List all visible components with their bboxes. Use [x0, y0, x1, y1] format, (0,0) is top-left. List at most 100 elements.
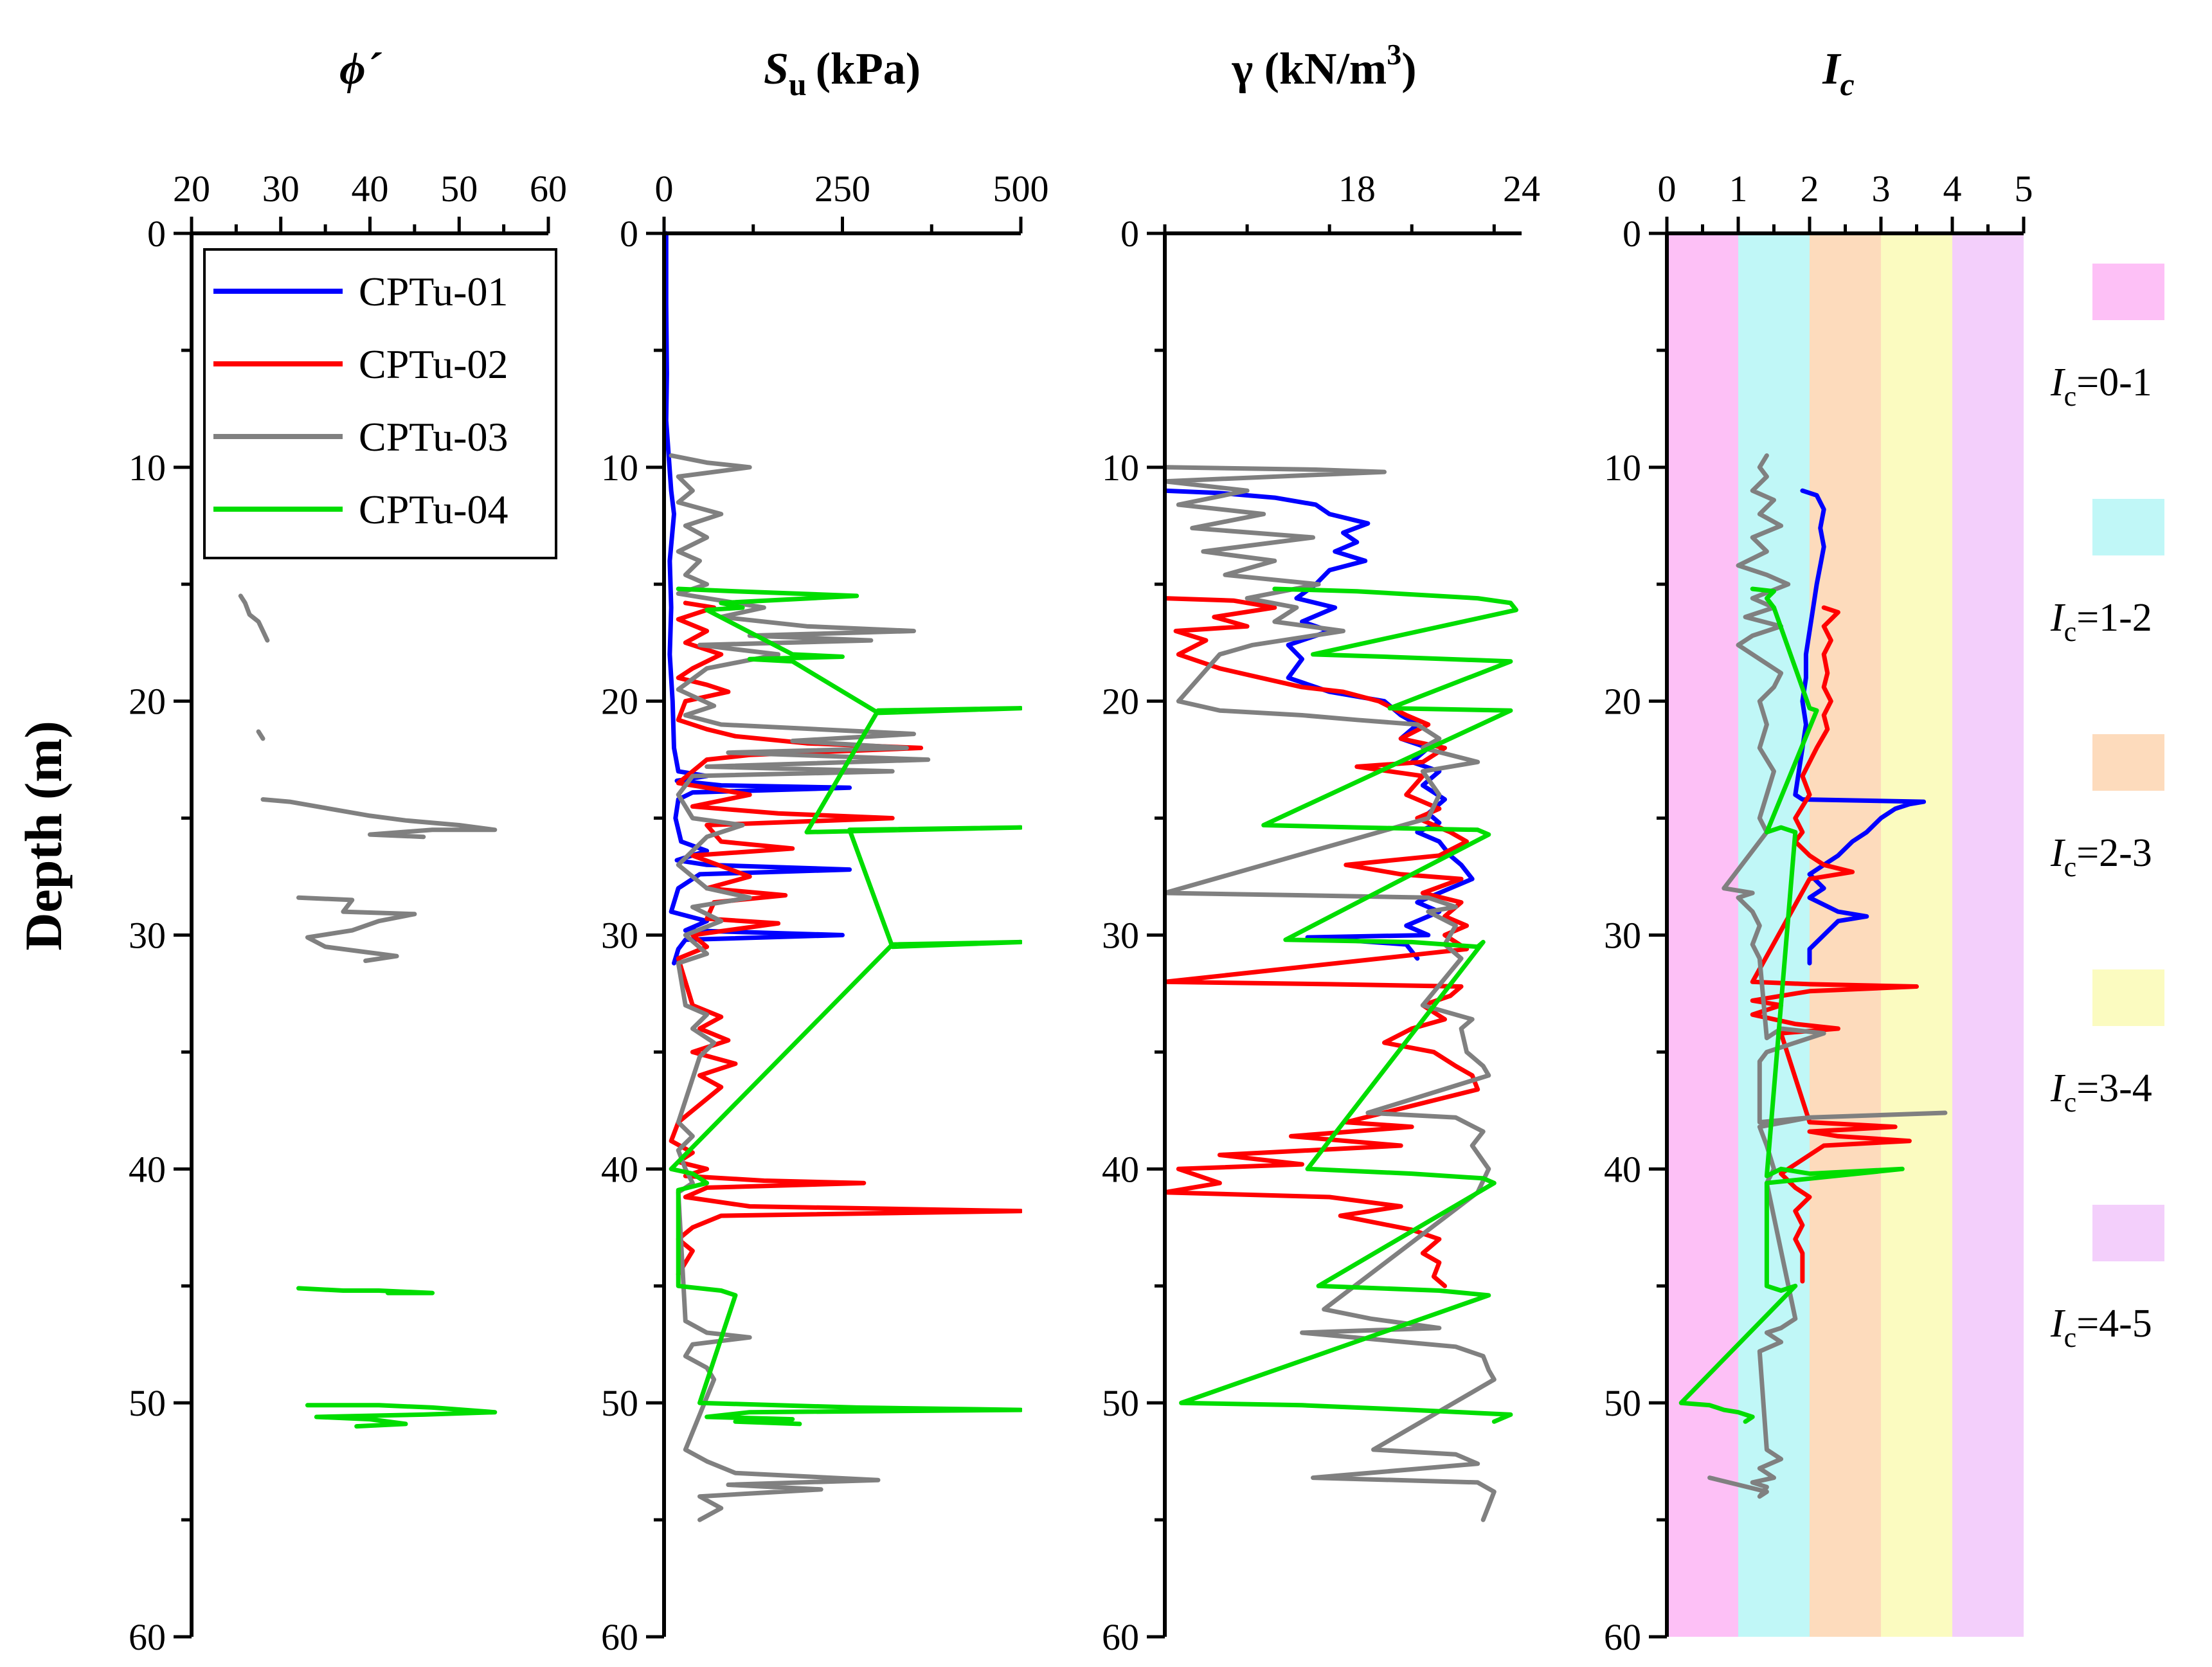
y-tick-label: 0	[1623, 213, 1641, 255]
y-tick-label: 10	[129, 447, 166, 489]
phi-panel-title: ϕ´	[339, 44, 382, 94]
ic-panel-title: Ic	[1822, 44, 1854, 102]
x-tick-label: 0	[1658, 168, 1677, 210]
y-tick-label: 40	[129, 1148, 166, 1190]
series-line-5	[296, 895, 417, 963]
zone-legend-label: Ic=0-1	[2050, 361, 2152, 412]
series-line-4	[1179, 586, 1518, 1424]
x-tick-label: 4	[1943, 168, 1962, 210]
legend: CPTu-01 CPTu-02 CPTu-03 CPTu-04	[203, 248, 557, 559]
gamma-series	[1165, 465, 1518, 1522]
phi-series	[232, 465, 498, 1429]
series-line-2	[1750, 605, 1919, 1284]
x-tick-label: 50	[440, 168, 478, 210]
y-tick-label: 40	[601, 1148, 638, 1190]
gamma-ticks: 0 10 20 30 40 50 60 18 24	[1102, 168, 1540, 1658]
ic-title-sub: c	[1840, 66, 1855, 102]
y-tick-label: 40	[1604, 1148, 1641, 1190]
y-tick-label: 10	[1604, 447, 1641, 489]
y-tick-label: 0	[147, 213, 166, 255]
legend-label: CPTu-02	[359, 341, 508, 387]
su-title-sub: u	[789, 66, 807, 102]
legend-label: CPTu-03	[359, 414, 508, 460]
series-line-4	[260, 797, 498, 840]
gamma-title-sup: 3	[1387, 38, 1401, 71]
series-line-1	[1165, 488, 1475, 961]
ic-panel: Ic 0 10 20 30 40 50 60 0 1 2 3 4 5 Ic=0-1 Ic=1-2 Ic=2-…	[1604, 44, 2164, 1658]
gamma-panel: γ (kN/m3) 0 10 20 30 40 50 60 18 24	[1102, 38, 1540, 1658]
x-tick-label: 0	[655, 168, 674, 210]
series-line-3	[256, 729, 265, 741]
series-line-7	[305, 1403, 498, 1429]
zone-legend-swatch	[2092, 734, 2164, 791]
y-tick-label: 30	[601, 915, 638, 957]
y-tick-label: 50	[1102, 1382, 1139, 1424]
x-tick-label: 3	[1872, 168, 1891, 210]
series-line-3	[1165, 465, 1497, 1522]
gamma-axes	[1163, 231, 1522, 1637]
series-line-3	[1707, 453, 1948, 1499]
y-tick-label: 40	[1102, 1148, 1139, 1190]
x-tick-label: 2	[1801, 168, 1819, 210]
gamma-panel-title: γ (kN/m3)	[1231, 38, 1416, 94]
x-tick-label: 5	[2015, 168, 2033, 210]
zone-legend-swatch	[2092, 969, 2164, 1026]
su-title-unit: (kPa)	[816, 44, 921, 94]
y-tick-label: 50	[129, 1382, 166, 1424]
series-line-3	[669, 453, 931, 1522]
ic-zone-4	[1881, 233, 1952, 1637]
y-tick-label: 10	[601, 447, 638, 489]
zone-legend-swatch	[2092, 264, 2164, 320]
y-tick-label: 20	[129, 681, 166, 723]
su-ticks: 0 10 20 30 40 50 60 0 250 500	[601, 168, 1049, 1658]
y-tick-label: 20	[601, 681, 638, 723]
series-line-4	[1678, 586, 1905, 1424]
x-tick-label: 60	[530, 168, 567, 210]
zone-legend-label: Ic=1-2	[2050, 596, 2152, 647]
gamma-title-base: γ (kN/m	[1231, 44, 1387, 94]
zone-legend-label: Ic=2-3	[2050, 831, 2152, 883]
x-tick-label: 24	[1503, 168, 1540, 210]
x-tick-label: 30	[262, 168, 300, 210]
y-tick-label: 30	[129, 915, 166, 957]
su-series	[664, 231, 1022, 1522]
series-line-2	[238, 593, 270, 643]
su-panel-title: Su (kPa)	[764, 44, 921, 102]
phi-ticks: 0 10 20 30 40 50 60 20 30 40 50 60	[129, 168, 567, 1658]
series-line-4	[669, 586, 1022, 1427]
y-tick-label: 20	[1604, 681, 1641, 723]
x-tick-label: 500	[993, 168, 1049, 210]
zone-legend-label: Ic=3-4	[2050, 1067, 2152, 1118]
y-tick-label: 60	[1102, 1616, 1139, 1658]
zone-legend-swatch	[2092, 1205, 2164, 1261]
series-line-6	[296, 1286, 435, 1295]
su-axes	[662, 231, 1021, 1637]
ic-zone-3	[1810, 233, 1881, 1637]
y-tick-label: 30	[1102, 915, 1139, 957]
gamma-title-end: )	[1401, 44, 1416, 94]
y-tick-label: 60	[129, 1616, 166, 1658]
su-panel: Su (kPa) 0 10 20 30 40 50 60 0 250 500	[601, 44, 1049, 1658]
series-line-1	[664, 231, 852, 966]
ic-zones	[1667, 233, 2024, 1637]
ic-series	[1678, 453, 1948, 1499]
ic-ticks: 0 10 20 30 40 50 60 0 1 2 3 4 5	[1604, 168, 2033, 1658]
phi-axes	[190, 231, 548, 1637]
ic-zone-5	[1952, 233, 2024, 1637]
y-tick-label: 60	[1604, 1616, 1641, 1658]
y-tick-label: 60	[601, 1616, 638, 1658]
y-tick-label: 20	[1102, 681, 1139, 723]
y-tick-label: 50	[1604, 1382, 1641, 1424]
x-tick-label: 250	[814, 168, 870, 210]
zone-legend-swatch	[2092, 499, 2164, 555]
y-tick-label: 0	[1120, 213, 1139, 255]
legend-label: CPTu-04	[359, 487, 508, 532]
y-tick-label: 0	[620, 213, 638, 255]
x-tick-label: 18	[1338, 168, 1376, 210]
ic-zone-1	[1667, 233, 1738, 1637]
su-title-base: S	[764, 44, 789, 94]
x-tick-label: 20	[173, 168, 210, 210]
series-line-1	[1793, 488, 1927, 966]
